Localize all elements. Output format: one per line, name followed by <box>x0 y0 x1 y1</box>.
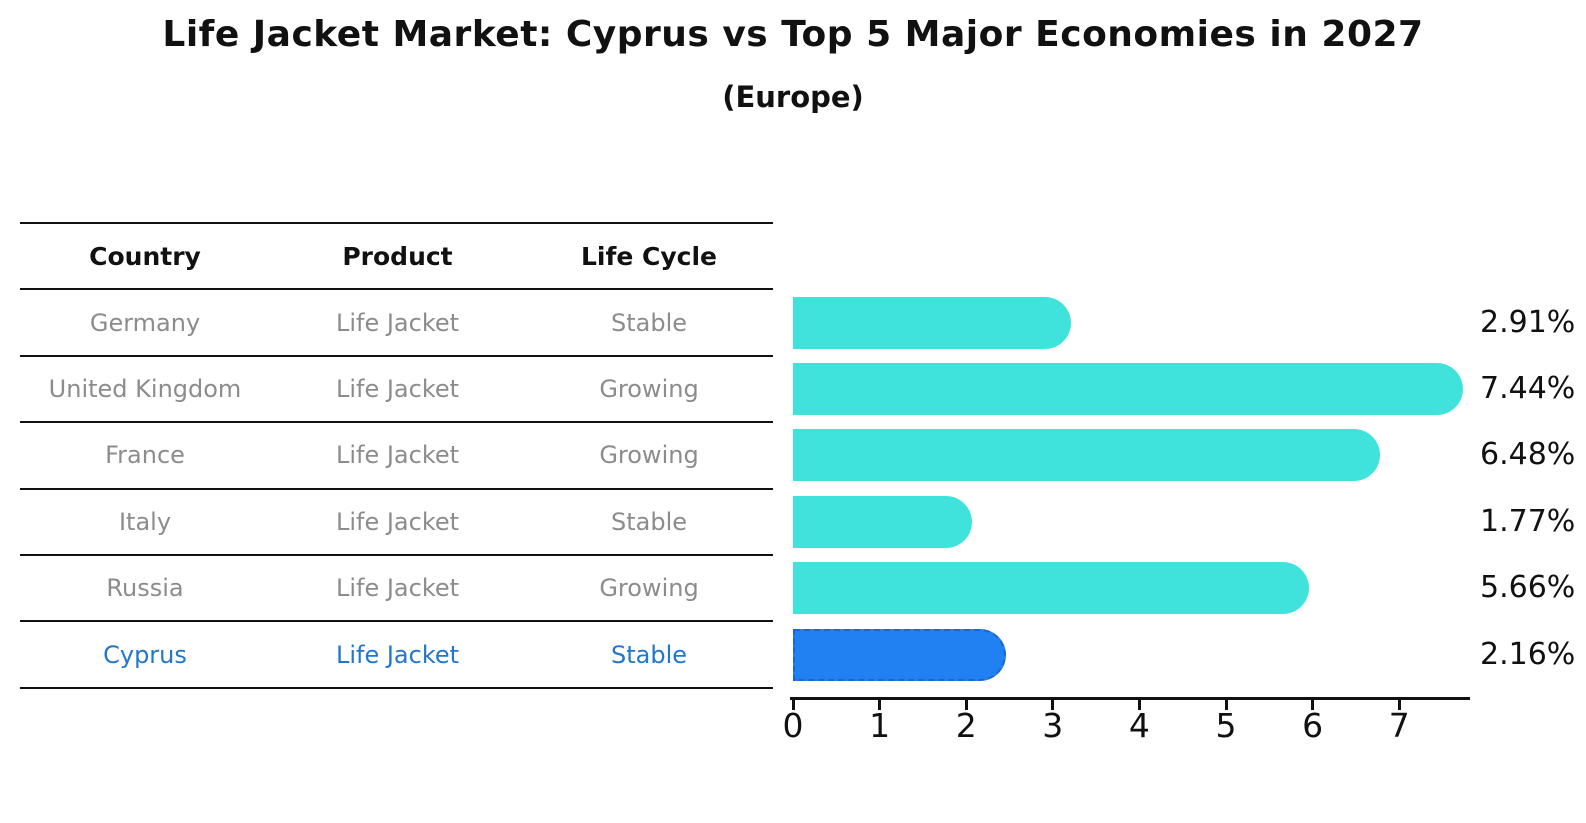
table-row: United Kingdom Life Jacket Growing <box>20 357 773 424</box>
table-row: Russia Life Jacket Growing <box>20 556 773 623</box>
bar-germany <box>793 296 1071 349</box>
x-tick-label: 3 <box>1042 706 1064 745</box>
x-tick-label: 1 <box>869 706 891 745</box>
cell-country: France <box>105 441 185 470</box>
column-header-product: Product <box>342 241 453 271</box>
cell-life-cycle: Growing <box>599 441 699 470</box>
value-label: 2.16% <box>1480 636 1576 672</box>
cell-country: Germany <box>89 308 201 337</box>
x-tick-label: 4 <box>1128 706 1150 745</box>
x-tick-label: 5 <box>1215 706 1237 745</box>
cell-product: Life Jacket <box>335 507 460 536</box>
bar-united-kingdom <box>793 362 1464 415</box>
table-row-cyprus: Cyprus Life Jacket Stable <box>20 622 773 689</box>
cell-product: Life Jacket <box>335 640 460 669</box>
chart-title: Life Jacket Market: Cyprus vs Top 5 Majo… <box>162 14 1424 55</box>
x-tick <box>1311 700 1315 710</box>
x-axis <box>790 697 1470 700</box>
cell-product: Life Jacket <box>335 441 460 470</box>
x-tick <box>964 700 968 710</box>
column-header-life-cycle: Life Cycle <box>580 241 718 271</box>
cell-country: United Kingdom <box>48 374 242 403</box>
cell-life-cycle: Stable <box>610 308 688 337</box>
value-label: 7.44% <box>1480 370 1576 406</box>
x-tick-label: 0 <box>782 706 804 745</box>
bar-russia <box>793 562 1310 615</box>
x-tick <box>878 700 882 710</box>
cell-country: Cyprus <box>103 640 187 669</box>
table-row: Germany Life Jacket Stable <box>20 290 773 357</box>
x-tick <box>1137 700 1141 710</box>
x-tick-label: 2 <box>955 706 977 745</box>
cell-product: Life Jacket <box>335 308 460 337</box>
x-tick-label: 6 <box>1302 706 1324 745</box>
bar-france <box>793 429 1381 482</box>
value-label: 6.48% <box>1480 437 1576 473</box>
cell-life-cycle: Growing <box>599 574 699 603</box>
cell-product: Life Jacket <box>335 374 460 403</box>
table-header-row: Country Product Life Cycle <box>20 224 773 291</box>
table-row: France Life Jacket Growing <box>20 423 773 490</box>
value-label: 5.66% <box>1480 570 1576 606</box>
cell-life-cycle: Growing <box>599 374 699 403</box>
country-table: Country Product Life Cycle Germany Life … <box>20 222 773 689</box>
x-tick <box>791 700 795 710</box>
value-label: 1.77% <box>1480 503 1576 539</box>
cell-life-cycle: Stable <box>610 507 688 536</box>
column-header-country: Country <box>89 241 201 271</box>
cell-country: Russia <box>106 574 184 603</box>
cell-life-cycle: Stable <box>610 640 688 669</box>
x-tick <box>1397 700 1401 710</box>
cell-product: Life Jacket <box>335 574 460 603</box>
bar-italy <box>793 495 973 548</box>
x-tick-label: 7 <box>1388 706 1410 745</box>
cell-country: Italy <box>118 507 172 536</box>
value-label: 2.91% <box>1480 304 1576 340</box>
x-tick <box>1051 700 1055 710</box>
bar-cyprus <box>793 628 1007 681</box>
chart-subtitle: (Europe) <box>722 80 864 114</box>
table-row: Italy Life Jacket Stable <box>20 490 773 556</box>
x-tick <box>1224 700 1228 710</box>
